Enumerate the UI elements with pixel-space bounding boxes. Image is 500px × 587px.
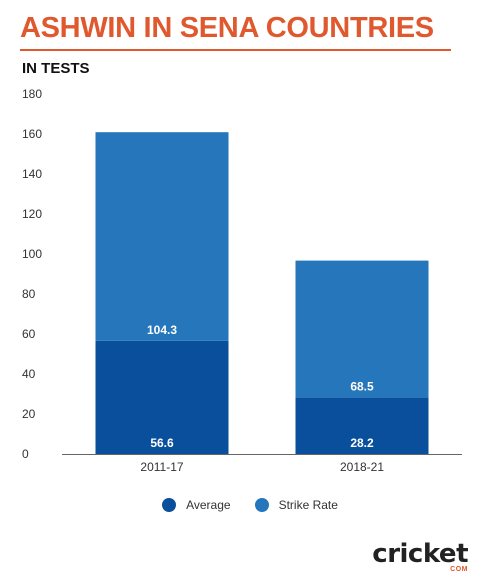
data-label-strike-rate-2018-21: 68.5 (350, 380, 374, 394)
bars (95, 132, 429, 454)
y-tick-label: 80 (22, 287, 36, 301)
x-tick-label: 2018-21 (340, 460, 384, 474)
chart-subtitle: IN TESTS (22, 60, 90, 77)
legend-swatch-average (162, 498, 177, 512)
y-tick-label: 100 (22, 247, 42, 261)
cricket-logo-suffix: COM (450, 566, 468, 573)
legend-item-average: Average (162, 498, 231, 512)
x-tick-label: 2011-17 (140, 460, 183, 474)
y-tick-label: 120 (22, 207, 42, 221)
data-label-average-2011-17: 56.6 (150, 436, 174, 450)
legend-swatch-strike-rate (254, 498, 269, 512)
y-tick-label: 40 (22, 367, 36, 381)
x-axis-ticks: 2011-17 2018-21 (140, 460, 384, 474)
legend-item-strike-rate: Strike Rate (254, 498, 338, 512)
title-underline (20, 49, 451, 51)
y-tick-label: 20 (22, 407, 36, 421)
y-tick-label: 140 (22, 167, 42, 181)
data-label-average-2018-21: 28.2 (350, 436, 374, 450)
bar-strike-rate-2018-21 (295, 260, 429, 398)
y-tick-label: 0 (22, 447, 29, 461)
bar-average-2018-21 (295, 397, 429, 454)
bar-strike-rate-2011-17 (95, 132, 229, 341)
legend-label-strike-rate: Strike Rate (278, 498, 338, 512)
y-tick-label: 60 (22, 327, 36, 341)
legend: Average Strike Rate (0, 498, 500, 512)
data-label-strike-rate-2011-17: 104.3 (147, 323, 177, 337)
chart-title: ASHWIN IN SENA COUNTRIES (20, 12, 434, 44)
y-axis-ticks: 0 20 40 60 80 100 120 140 160 180 (22, 87, 42, 461)
y-tick-label: 180 (22, 87, 42, 101)
bar-labels: 56.6 104.3 28.2 68.5 (147, 323, 374, 450)
y-tick-label: 160 (22, 127, 42, 141)
legend-label-average: Average (186, 498, 231, 512)
cricket-logo: cricket (372, 539, 468, 569)
bar-average-2011-17 (95, 340, 229, 454)
